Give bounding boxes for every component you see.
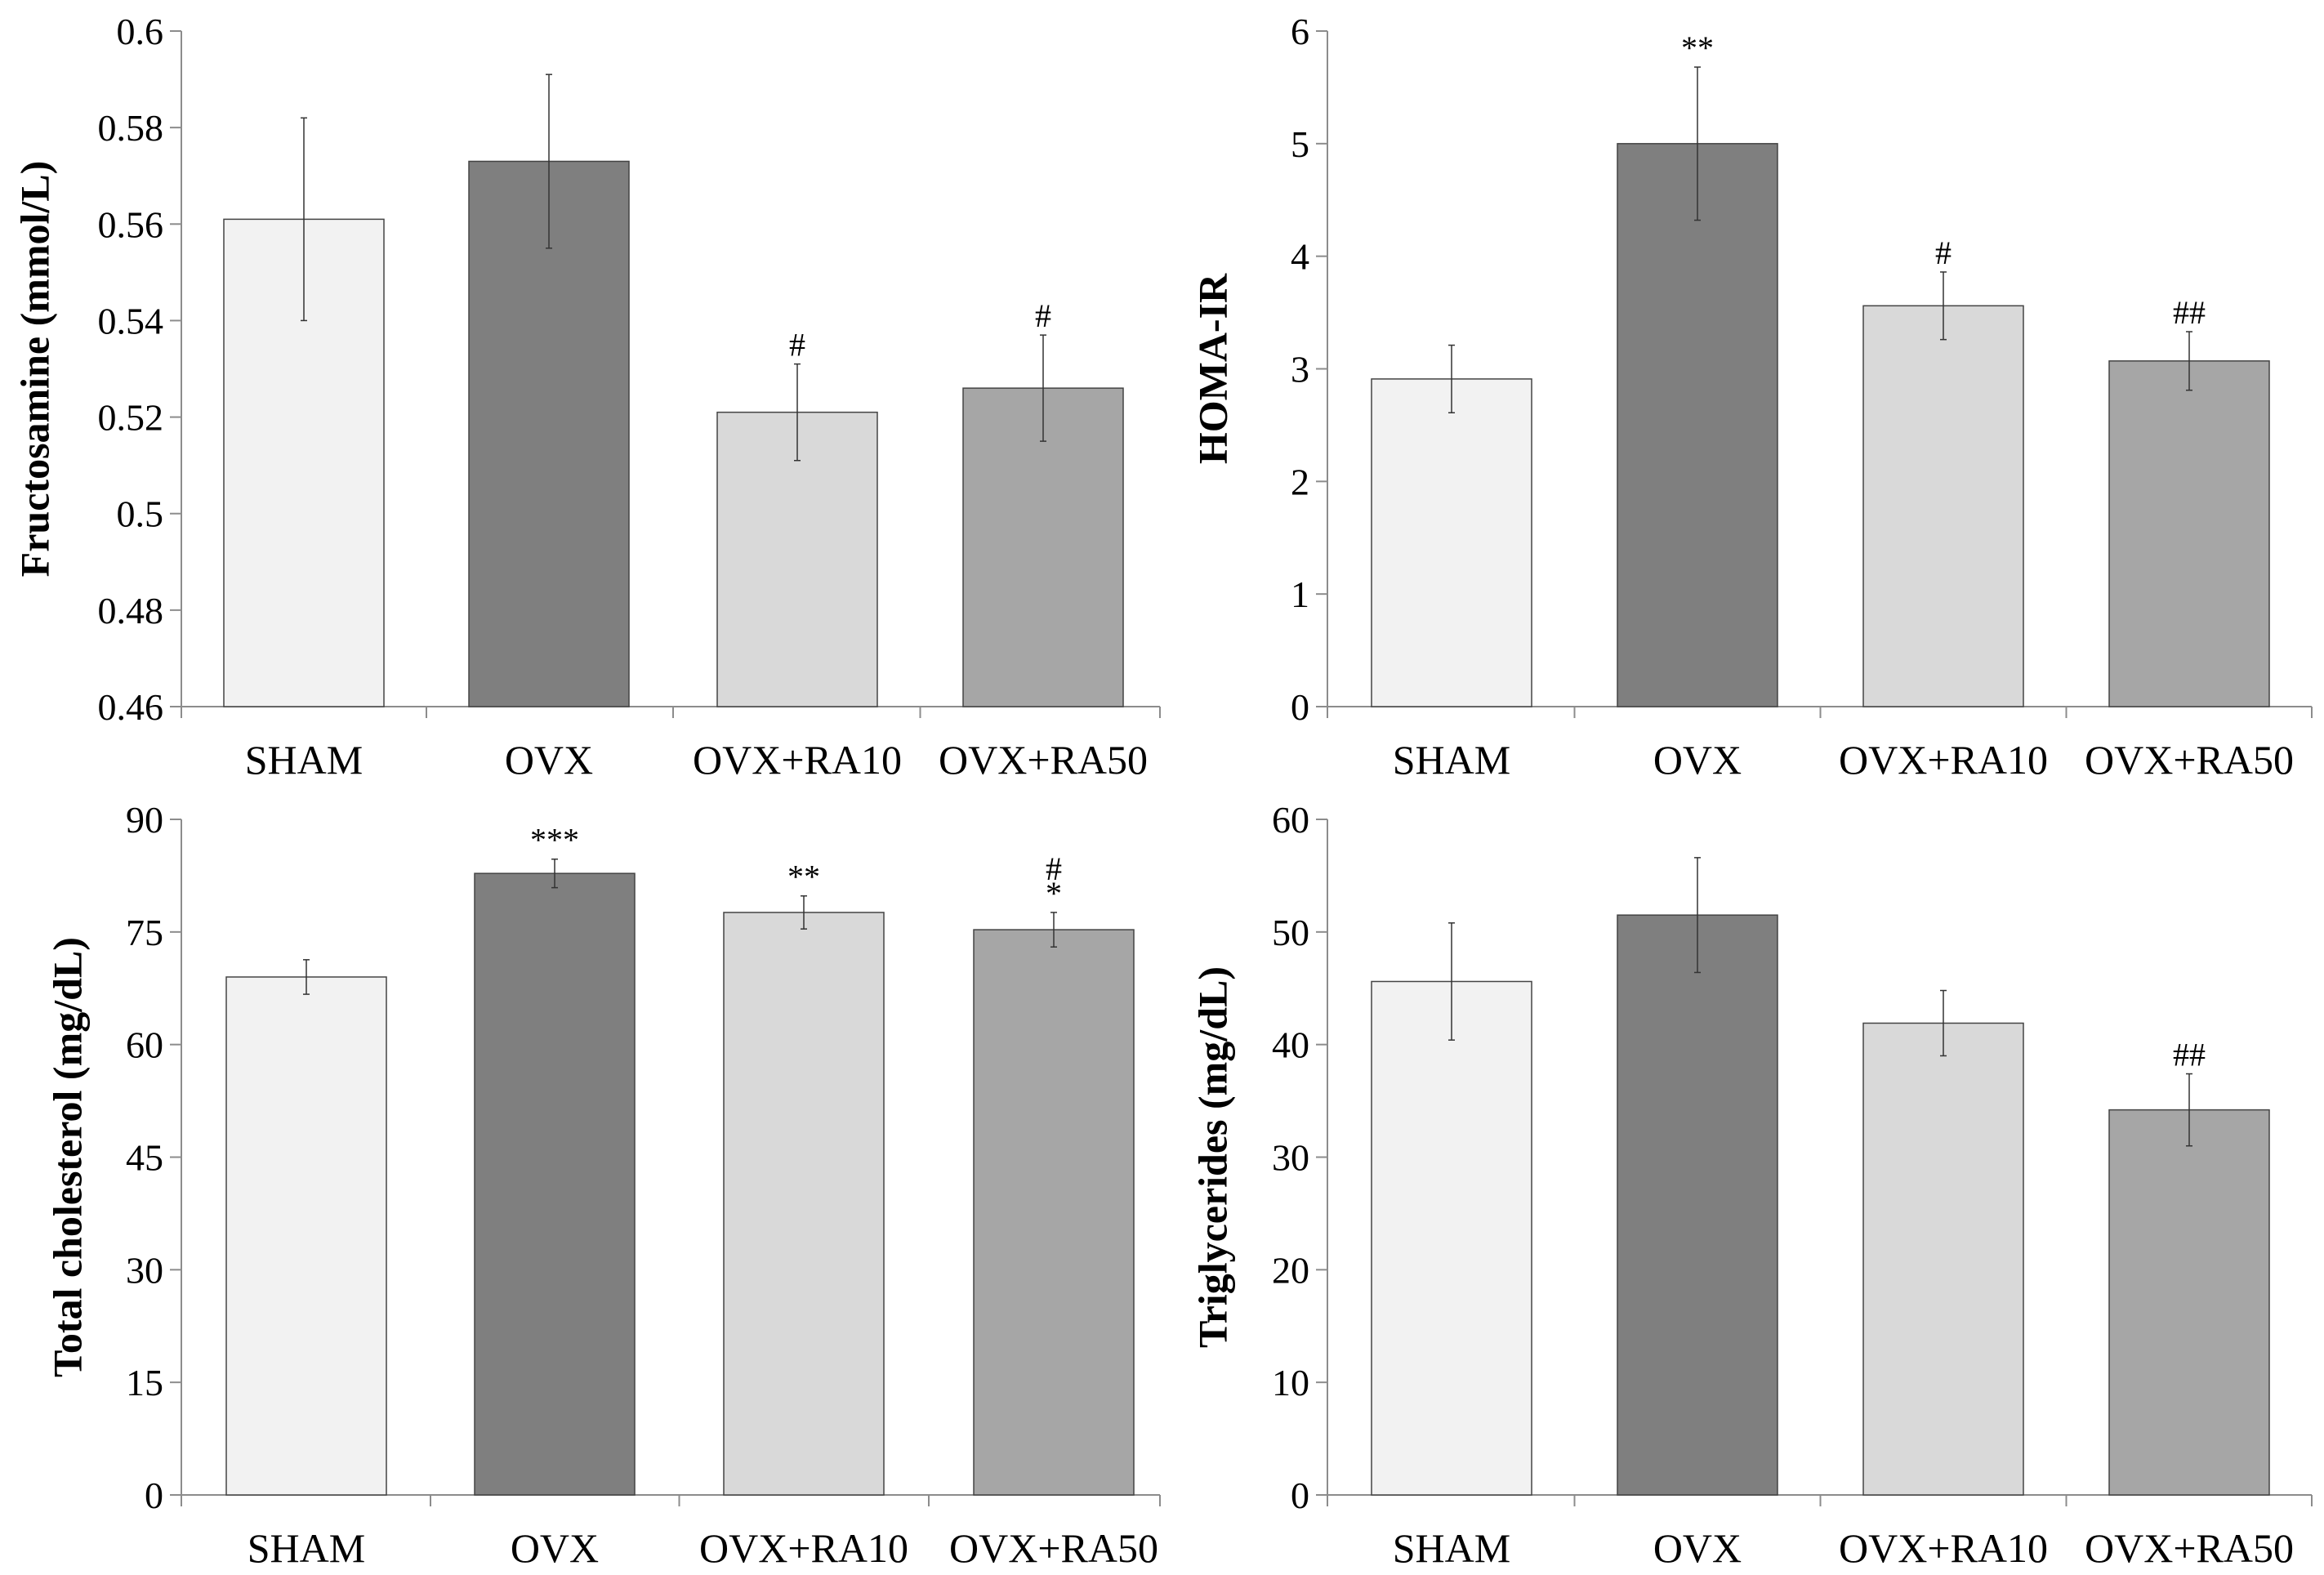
- fructosamine-chart: 0.46 0.48 0.5 0.52 0.54 0.56 0.58 0.6 SHAM OVX # OV…: [11, 11, 1161, 783]
- category-label: OVX+RA10: [1839, 1525, 2048, 1571]
- y-tick-label: 75: [126, 912, 163, 953]
- y-tick-label: 5: [1291, 123, 1309, 165]
- bar-ovx: [474, 872, 636, 1496]
- bar-ovx-ra10: [1862, 305, 2024, 707]
- bar-sham: [1371, 378, 1532, 707]
- y-tick-label: 30: [126, 1249, 163, 1291]
- bar-ovx-ra10: [723, 912, 885, 1496]
- y-tick-label: 6: [1291, 11, 1309, 52]
- y-tick-label: 10: [1272, 1362, 1309, 1403]
- significance-label: **: [1681, 29, 1714, 66]
- significance-label: # *: [1046, 850, 1062, 912]
- category-label: OVX+RA10: [1839, 737, 2048, 783]
- bar-ovx-ra10: [716, 411, 878, 707]
- y-axis-label: HOMA-IR: [1189, 273, 1235, 464]
- category-label: SHAM: [248, 1525, 365, 1571]
- category-label: OVX+RA50: [2085, 737, 2294, 783]
- y-tick-label: 60: [126, 1024, 163, 1066]
- y-tick-label: 0.48: [98, 590, 164, 631]
- category-label: SHAM: [245, 737, 363, 783]
- y-tick-label: 0.54: [98, 300, 164, 341]
- category-label: SHAM: [1393, 737, 1510, 783]
- category-label: OVX+RA50: [2085, 1525, 2294, 1571]
- category-label: OVX+RA10: [693, 737, 902, 783]
- y-tick-label: 20: [1272, 1249, 1309, 1291]
- significance-label: ##: [2173, 294, 2206, 331]
- y-tick-label: 0.5: [117, 493, 164, 535]
- y-tick-label: 0: [1291, 1475, 1309, 1516]
- bar-ovx-ra50: [2108, 1109, 2270, 1496]
- homa-ir-chart: 0 1 2 3 4 5 6 SHAM ** OVX # OVX+RA10 ## OVX+RA50 HOMA-…: [1189, 11, 2313, 783]
- significance-label: #: [1935, 234, 1952, 271]
- bar-ovx-ra50: [2108, 360, 2270, 707]
- bar-sham: [225, 976, 387, 1496]
- triglycerides-chart: 0 10 20 30 40 50 60 SHAM OVX OVX+RA10 ## OVX+RA50 Tr…: [1189, 799, 2313, 1571]
- category-label: OVX: [1653, 737, 1742, 783]
- total-cholesterol-chart: 0 15 30 45 60 75 90 SHAM *** OVX ** OVX+RA10 # * OVX+R…: [44, 799, 1161, 1571]
- bar-ovx: [468, 160, 630, 707]
- bar-ovx-ra10: [1862, 1022, 2024, 1496]
- y-tick-label: 0.56: [98, 203, 164, 245]
- bar-sham: [1371, 980, 1532, 1496]
- bar-ovx-ra50: [973, 929, 1135, 1496]
- y-tick-label: 15: [126, 1362, 163, 1403]
- significance-label: #: [1035, 297, 1051, 334]
- y-tick-label: 0.52: [98, 397, 164, 439]
- category-label: OVX+RA50: [949, 1525, 1158, 1571]
- bar-ovx: [1617, 143, 1778, 707]
- y-tick-label: 0.6: [117, 11, 164, 52]
- y-tick-label: 30: [1272, 1137, 1309, 1179]
- y-tick-label: 45: [126, 1137, 163, 1179]
- y-tick-label: 4: [1291, 236, 1309, 278]
- bar-ovx: [1617, 914, 1778, 1496]
- significance-label: **: [787, 859, 820, 895]
- category-label: OVX+RA10: [699, 1525, 908, 1571]
- y-tick-label: 2: [1291, 461, 1309, 502]
- y-tick-label: 0: [1291, 686, 1309, 728]
- significance-label: ***: [530, 822, 579, 859]
- significance-label: ##: [2173, 1037, 2206, 1073]
- category-label: OVX: [505, 737, 593, 783]
- y-tick-label: 0: [145, 1475, 163, 1516]
- y-tick-label: 40: [1272, 1024, 1309, 1066]
- y-axis-label: Triglycerides (mg/dL): [1189, 966, 1235, 1348]
- y-tick-label: 1: [1291, 573, 1309, 615]
- y-tick-label: 0.58: [98, 107, 164, 149]
- y-axis-label: Total cholesterol (mg/dL): [44, 937, 90, 1377]
- category-label: OVX: [1653, 1525, 1742, 1571]
- y-tick-label: 60: [1272, 799, 1309, 841]
- y-tick-label: 3: [1291, 349, 1309, 390]
- y-tick-label: 90: [126, 799, 163, 841]
- y-tick-label: 50: [1272, 912, 1309, 953]
- significance-label: #: [789, 327, 805, 364]
- y-tick-label: 0.46: [98, 686, 164, 728]
- category-label: OVX: [511, 1525, 599, 1571]
- category-label: SHAM: [1393, 1525, 1510, 1571]
- y-axis-label: Fructosamine (mmol/L): [11, 161, 57, 578]
- category-label: OVX+RA50: [939, 737, 1148, 783]
